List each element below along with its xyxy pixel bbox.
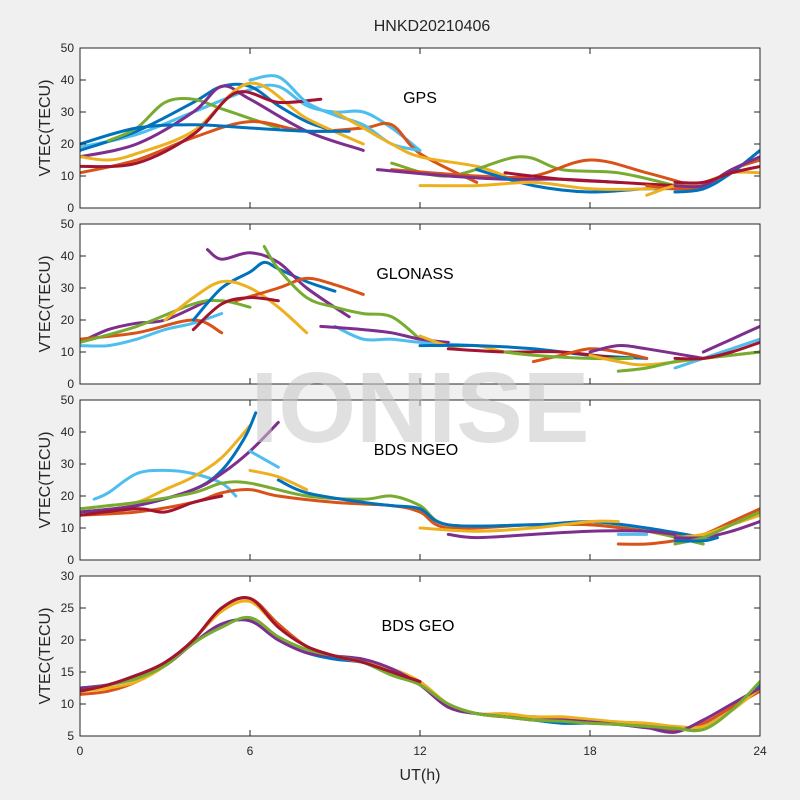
series-line-11 (418, 519, 620, 533)
series-line-21 (701, 324, 760, 354)
y-tick-label: 30 (61, 457, 75, 471)
series-line-4 (80, 615, 760, 733)
y-tick-label: 10 (61, 169, 75, 183)
y-tick-label: 10 (61, 697, 75, 711)
y-tick-label: 5 (67, 729, 74, 743)
series-line-6 (80, 90, 323, 169)
y-axis-label: VTEC(TECU) (37, 608, 54, 705)
x-tick-label: 6 (247, 744, 254, 758)
panel-1: 0 10 20 30 40 50 VTEC(TECU) GLONASS (37, 217, 761, 391)
series-line-0 (80, 312, 224, 348)
x-axis-label: UT(h) (400, 767, 441, 784)
series-group (80, 74, 760, 197)
y-tick-label: 50 (61, 41, 75, 55)
series-line-16 (673, 520, 760, 540)
panel-0: 0 10 20 30 40 50 VTEC(TECU) GPS (37, 41, 761, 215)
y-axis-label: VTEC(TECU) (37, 256, 54, 353)
series-group (80, 411, 760, 546)
series-line-6 (206, 248, 351, 319)
series-group (80, 596, 760, 734)
x-tick-label: 24 (753, 744, 767, 758)
y-tick-label: 0 (67, 377, 74, 391)
series-line-16 (503, 350, 634, 361)
panel-annotation: GPS (403, 90, 437, 107)
series-line-7 (80, 123, 351, 146)
watermark: IONISE (251, 352, 590, 464)
y-tick-label: 20 (61, 313, 75, 327)
y-tick-label: 10 (61, 345, 75, 359)
series-line-3 (80, 298, 252, 344)
series-line-0 (80, 83, 422, 152)
figure-title: HNKD20210406 (374, 18, 491, 35)
y-tick-label: 40 (61, 73, 75, 87)
series-line-7 (234, 276, 365, 303)
series-line-17 (588, 344, 705, 360)
y-tick-label: 15 (61, 665, 75, 679)
panel-annotation: BDS NGEO (374, 442, 458, 459)
series-line-20 (673, 164, 760, 185)
series-line-7 (80, 494, 224, 517)
y-tick-label: 20 (61, 633, 75, 647)
series-line-8 (248, 449, 280, 469)
y-tick-label: 30 (61, 569, 75, 583)
series-line-10 (446, 529, 677, 540)
y-tick-label: 40 (61, 425, 75, 439)
y-tick-label: 30 (61, 105, 75, 119)
series-line-6 (276, 478, 705, 540)
series-line-9 (248, 468, 309, 492)
series-line-8 (191, 296, 280, 332)
series-line-4 (191, 260, 337, 322)
y-tick-label: 0 (67, 553, 74, 567)
series-line-1 (80, 299, 209, 344)
y-tick-label: 20 (61, 137, 75, 151)
y-tick-label: 25 (61, 601, 75, 615)
series-line-19 (673, 337, 760, 370)
series-line-9 (262, 244, 422, 341)
series-line-5 (163, 279, 309, 335)
x-tick-label: 0 (77, 744, 84, 758)
y-tick-label: 0 (67, 201, 74, 215)
y-tick-label: 10 (61, 521, 75, 535)
x-tick-label: 12 (413, 744, 427, 758)
plot-area (80, 48, 760, 208)
y-axis-label: VTEC(TECU) (37, 80, 54, 177)
plot-area (80, 576, 760, 736)
y-tick-label: 50 (61, 393, 75, 407)
series-group (80, 244, 760, 373)
y-axis-label: VTEC(TECU) (37, 432, 54, 529)
y-tick-label: 20 (61, 489, 75, 503)
series-line-11 (390, 158, 705, 191)
y-tick-label: 40 (61, 249, 75, 263)
series-line-15 (503, 171, 677, 188)
series-line-5 (80, 81, 365, 162)
series-line-1 (80, 82, 337, 152)
panel-annotation: BDS GEO (382, 618, 455, 635)
panel-3: 5 10 15 20 25 30 0 6 12 18 24 VTEC(TECU) BDS GEO (37, 569, 767, 758)
x-tick-label: 18 (583, 744, 597, 758)
series-line-18 (673, 536, 719, 543)
series-line-14 (418, 180, 677, 191)
series-line-3 (80, 420, 280, 514)
panel-annotation: GLONASS (376, 266, 453, 283)
series-line-13 (616, 539, 677, 546)
y-tick-label: 30 (61, 281, 75, 295)
series-line-22 (673, 340, 760, 361)
y-tick-label: 50 (61, 217, 75, 231)
series-line-5 (80, 596, 422, 693)
panel-2: 0 10 20 30 40 50 VTEC(TECU) BDS NGEO (37, 393, 761, 567)
